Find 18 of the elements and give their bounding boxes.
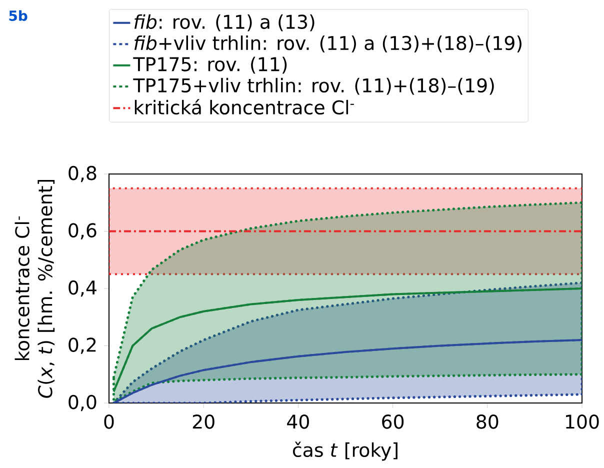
legend-label: fib+vliv trhlin: rov. (11) a (13)+(18)–(19) [134,36,522,52]
y-tick-label: 0,2 [68,338,96,354]
x-tick-label: 100 [566,414,599,429]
x-axis-title: čas t [roky] [292,442,398,461]
x-tick-label: 0 [104,414,114,429]
text: 5b [9,10,28,21]
y-tick-label: 0,8 [68,166,96,182]
y-tick-label: 0,6 [68,223,96,240]
legend-label: fib: rov. (11) a (13) [134,14,314,32]
x-tick-label: 80 [476,414,498,429]
legend-label: kritická koncentrace Cl$^{-}$ [134,99,354,115]
legend-label: TP175: rov. (11) [133,56,287,74]
legend-label: TP175+vliv trhlin: rov. (11)+(18)–(19) [133,78,494,95]
y-tick-label: 0,0 [68,394,96,412]
x-tick-label: 40 [287,414,309,429]
x-tick-label: 60 [382,414,404,429]
x-tick-label: 20 [192,414,214,429]
y-tick-label: 0,4 [68,280,96,297]
